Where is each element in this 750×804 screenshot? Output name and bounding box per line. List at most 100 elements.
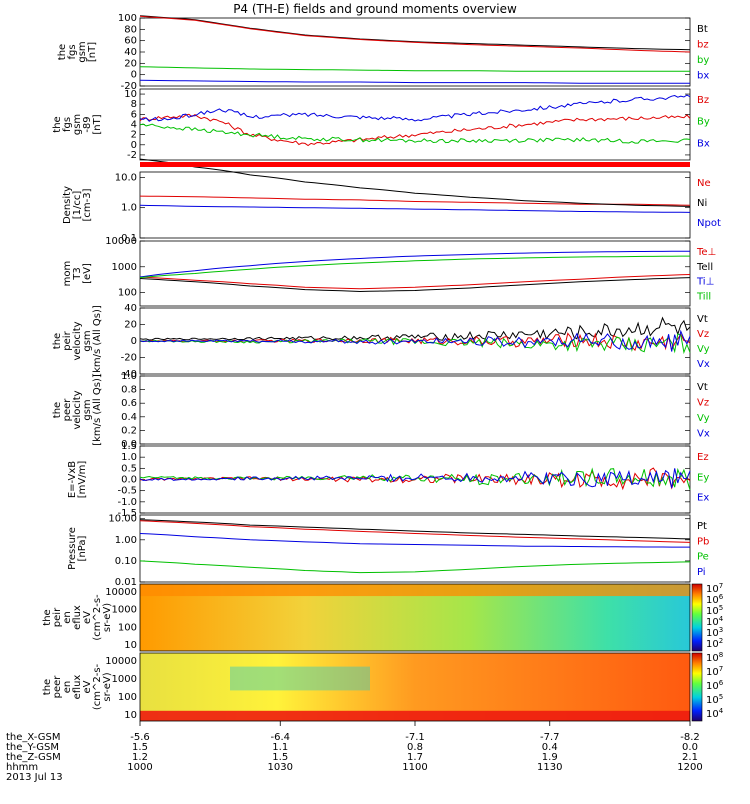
- xaxis-value: 1130: [537, 762, 562, 773]
- ytick-label: 10000: [105, 587, 137, 598]
- series-line-Ti⊥: [139, 250, 690, 278]
- ytick-label: 0.4: [121, 412, 137, 423]
- legend-Pb: Pb: [697, 536, 709, 547]
- series-line-Vy: [139, 333, 691, 355]
- ytick-label: 100: [118, 13, 137, 24]
- ytick-label: -0.5: [117, 486, 137, 497]
- panel-frame: [139, 88, 691, 161]
- legend-Ni: Ni: [697, 198, 707, 209]
- ytick-label: -1.0: [117, 497, 137, 508]
- xaxis-value: 1.9: [542, 752, 558, 763]
- ylabel-temperature: mom: [62, 261, 73, 287]
- ytick-label: 1000: [112, 605, 137, 616]
- series-line-Ex: [139, 468, 691, 489]
- ytick-label: 10000: [105, 236, 137, 247]
- ytick-label: 0.5: [121, 463, 137, 474]
- ytick-label: 10: [124, 710, 137, 721]
- series-line-Bz: [139, 113, 691, 147]
- ylabel-peir-velocity: the: [52, 333, 63, 349]
- ylabel-density: Density: [62, 186, 73, 224]
- panel-frame: [139, 171, 691, 239]
- legend-Ex: Ex: [697, 493, 709, 504]
- legend-Tell: Tell: [696, 262, 713, 273]
- ytick-label: 0.6: [121, 398, 137, 409]
- ylabel-pressure: Pressure: [67, 527, 78, 570]
- colorbar-tick-label: 106: [706, 593, 724, 606]
- panel-frame: [139, 583, 691, 652]
- legend-Npot: Npot: [697, 218, 721, 229]
- ytick-label: 0.0: [121, 439, 137, 450]
- xaxis-value: 1000: [127, 762, 152, 773]
- legend-Bz: Bz: [697, 95, 709, 106]
- ytick-label: 1000: [112, 674, 137, 685]
- legend-bx: bx: [697, 71, 709, 82]
- ytick-label: 4: [131, 120, 137, 131]
- ytick-label: 1.0: [121, 371, 137, 382]
- series-line-Till: [139, 255, 690, 279]
- legend-Ez: Ez: [697, 452, 709, 463]
- ylabel-fgs-dsl: fgs: [62, 117, 73, 132]
- series-line-By: [139, 123, 691, 144]
- xaxis-value: -6.4: [270, 732, 290, 743]
- ytick-label: 20: [124, 320, 137, 331]
- ylabel-fgs-dsl: [nT]: [92, 114, 103, 134]
- series-line-bx: [139, 79, 690, 84]
- ylabel-peir-eflux: the: [42, 609, 53, 625]
- series-line-Tell: [139, 277, 691, 293]
- legend-Te⊥: Te⊥: [696, 247, 716, 258]
- xaxis-value: 1.5: [132, 742, 148, 753]
- ytick-label: 0: [131, 140, 137, 151]
- legend-Vy: Vy: [697, 413, 710, 424]
- series-line-Pe: [139, 560, 691, 574]
- colorbar-tick-label: 105: [706, 604, 723, 617]
- heatmap-low-band: [140, 710, 690, 721]
- colorbar-tick-label: 104: [706, 707, 724, 720]
- ytick-label: 60: [124, 36, 137, 47]
- legend-By: By: [697, 117, 710, 128]
- legend-Ne: Ne: [697, 178, 711, 189]
- xaxis-value: 1.1: [272, 742, 288, 753]
- legend-Vt: Vt: [697, 382, 708, 393]
- ytick-label: 1.5: [121, 441, 137, 452]
- xaxis-value: -7.7: [540, 732, 560, 743]
- ytick-label: 0.2: [121, 425, 137, 436]
- ytick-label: 10: [124, 89, 137, 100]
- series-line-Te⊥: [139, 274, 691, 290]
- ylabel-fgs-gsm: [nT]: [87, 42, 98, 62]
- xaxis-value: 0.0: [682, 742, 698, 753]
- ytick-label: 20: [124, 58, 137, 69]
- xaxis-row-label: the_Y-GSM: [6, 742, 59, 753]
- ylabel-peer-eflux: peer: [52, 675, 63, 699]
- legend-Vx: Vx: [697, 359, 710, 370]
- ylabel-efield: E=-VxB: [67, 461, 78, 498]
- ylabel-fgs-gsm: fgs: [67, 44, 78, 59]
- legend-Bt: Bt: [697, 24, 708, 35]
- ytick-label: 1000: [112, 262, 137, 273]
- ylabel-peer-velocity: gsm: [82, 399, 93, 420]
- xaxis-value: 0.8: [407, 742, 423, 753]
- ylabel-temperature: T3: [72, 267, 83, 280]
- xaxis-value: 1.2: [132, 752, 148, 763]
- xaxis-value: -7.1: [405, 732, 425, 743]
- colorbar-peer-eflux: [691, 652, 703, 722]
- legend-Pe: Pe: [697, 552, 709, 563]
- colorbar-tick-label: 104: [706, 615, 724, 628]
- series-line-Ni: [139, 158, 691, 207]
- ytick-label: 100: [118, 288, 137, 299]
- ytick-label: 0.0: [121, 475, 137, 486]
- ytick-label: 80: [124, 24, 137, 35]
- ylabel-peer-velocity: peer: [62, 398, 73, 422]
- colorbar-tick-label: 106: [706, 679, 724, 692]
- series-line-Pi: [139, 533, 690, 548]
- panel-frame: [139, 375, 691, 445]
- ytick-label: 1.0: [121, 203, 137, 214]
- series-line-Npot: [139, 204, 691, 213]
- panel-frame: [139, 240, 691, 307]
- series-line-Vx: [139, 329, 691, 352]
- ytick-label: -2: [127, 150, 137, 161]
- ylabel-peir-velocity: gsm: [82, 330, 93, 351]
- legend-Pt: Pt: [697, 521, 707, 532]
- xaxis-row-label: hhmm: [6, 762, 38, 773]
